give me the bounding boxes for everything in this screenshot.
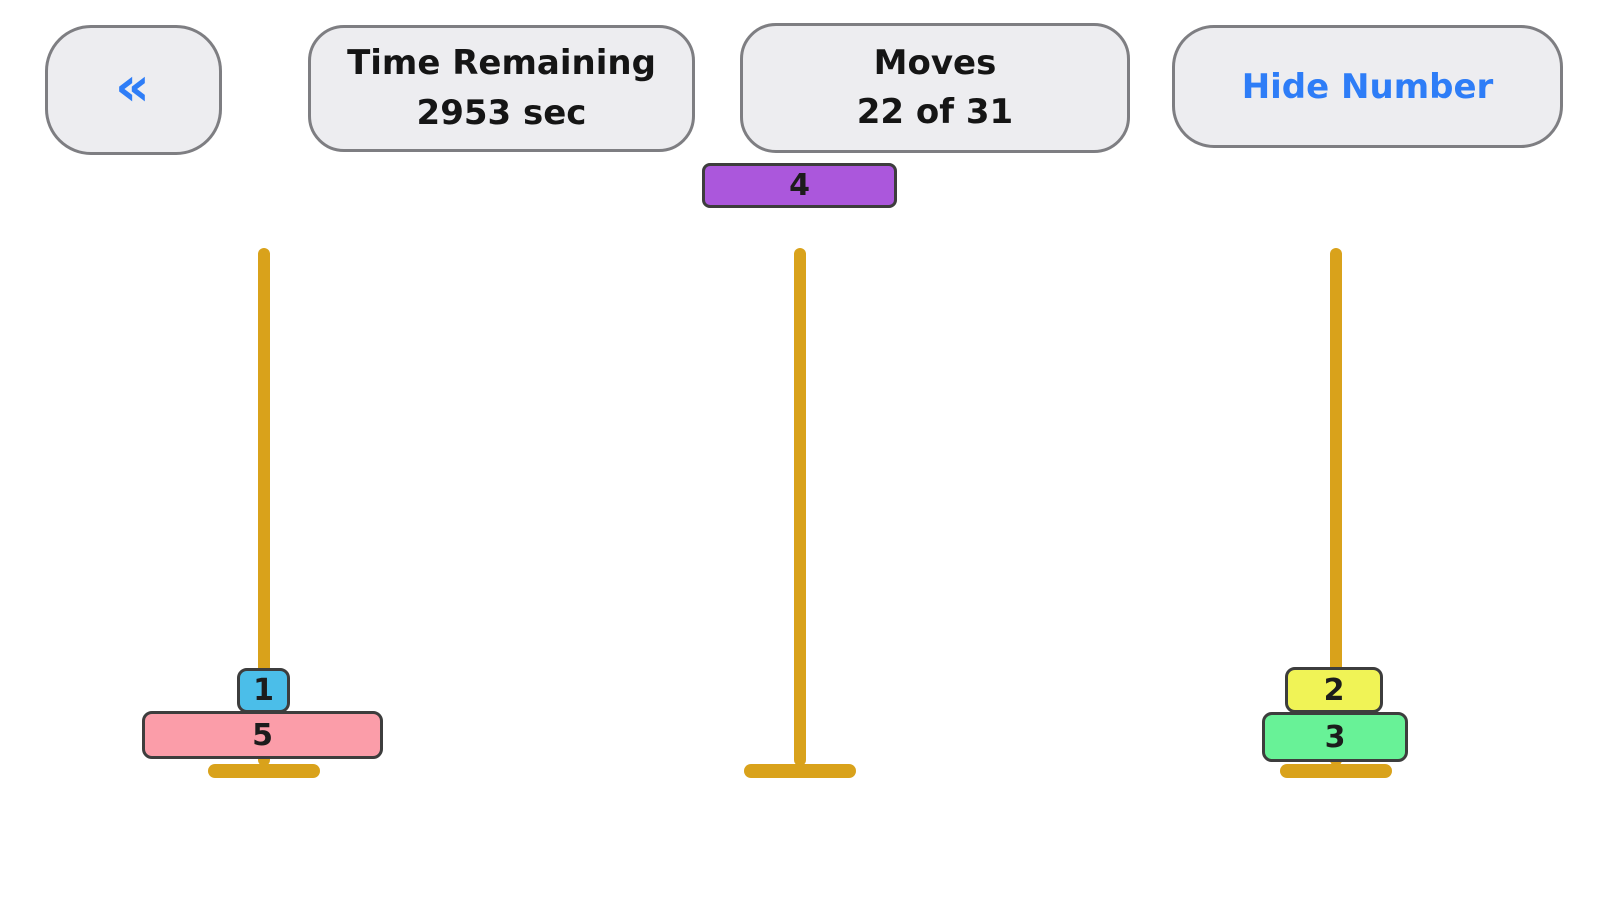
time-remaining-display: Time Remaining 2953 sec	[308, 25, 695, 152]
disk-5[interactable]: 5	[142, 711, 383, 759]
peg-middle-base[interactable]	[744, 764, 856, 778]
disk-5-number: 5	[252, 717, 273, 753]
back-chevrons-icon: «	[115, 54, 152, 118]
moves-display: Moves 22 of 31	[740, 23, 1130, 153]
peg-left-rod[interactable]	[258, 248, 270, 766]
moves-value: 22 of 31	[856, 92, 1014, 132]
peg-right-base[interactable]	[1280, 764, 1392, 778]
peg-middle-rod[interactable]	[794, 248, 806, 766]
peg-left-base[interactable]	[208, 764, 320, 778]
disk-2-number: 2	[1323, 672, 1345, 708]
disk-3-number: 3	[1324, 719, 1346, 755]
back-button[interactable]: «	[45, 25, 222, 155]
moves-title: Moves	[873, 42, 997, 83]
disk-2[interactable]: 2	[1285, 667, 1383, 713]
hide-number-label: Hide Number	[1241, 66, 1494, 107]
held-disk-4[interactable]: 4	[702, 163, 897, 208]
time-remaining-value: 2953 sec	[416, 92, 587, 133]
disk-1[interactable]: 1	[237, 668, 290, 713]
disk-4-number: 4	[789, 168, 810, 203]
peg-right-rod[interactable]	[1330, 248, 1342, 766]
disk-3[interactable]: 3	[1262, 712, 1408, 762]
disk-1-number: 1	[253, 673, 274, 708]
time-remaining-title: Time Remaining	[347, 43, 656, 84]
hide-number-button[interactable]: Hide Number	[1172, 25, 1563, 148]
